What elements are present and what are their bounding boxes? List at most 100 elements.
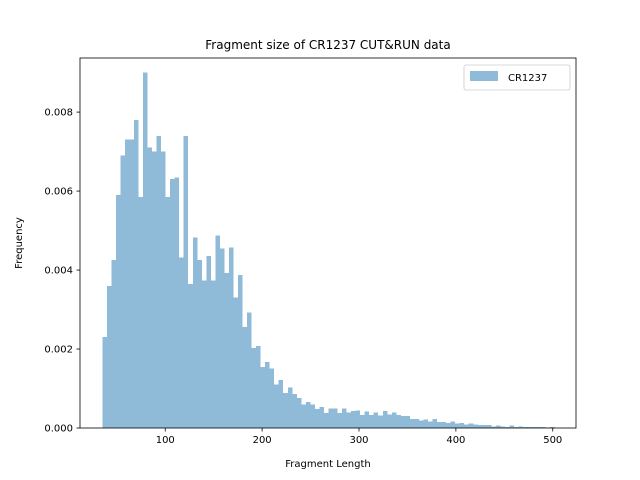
histogram-bar — [183, 135, 189, 428]
histogram-bar — [391, 412, 397, 428]
histogram-bar — [532, 426, 537, 428]
histogram-bar — [513, 426, 519, 428]
histogram-bar — [224, 273, 229, 428]
histogram-bar — [215, 235, 220, 428]
histogram-bar — [111, 260, 116, 428]
histogram-bar — [319, 407, 324, 428]
histogram-bar — [409, 418, 415, 428]
histogram-bar — [378, 415, 383, 428]
histogram-bar — [242, 326, 248, 428]
x-tick-label: 300 — [349, 435, 368, 446]
histogram-bar — [364, 411, 370, 428]
histogram-bar — [482, 425, 487, 428]
histogram-bar — [129, 139, 134, 428]
histogram-bar — [106, 285, 112, 428]
histogram-bar — [133, 119, 139, 428]
histogram-bar — [437, 422, 442, 428]
histogram-bar — [432, 418, 438, 428]
histogram-bar — [337, 412, 343, 428]
histogram-bar — [500, 426, 505, 428]
histogram-bar — [265, 362, 270, 428]
histogram-bar — [124, 139, 130, 428]
histogram-bar — [369, 414, 374, 428]
histogram-bar — [165, 196, 171, 428]
histogram-bar — [310, 404, 315, 428]
histogram-bar — [238, 275, 243, 428]
histogram-bar — [188, 283, 193, 428]
histogram-bar — [400, 415, 406, 428]
histogram-bar — [428, 421, 433, 428]
histogram-bar — [142, 72, 148, 428]
histogram-bar — [161, 151, 166, 428]
y-tick-label: 0.000 — [44, 424, 73, 435]
histogram-bar — [170, 179, 175, 428]
histogram-bar — [283, 392, 288, 428]
histogram-bar — [468, 423, 474, 428]
y-axis-ticks: 0.000 0.002 0.004 0.006 0.008 — [44, 108, 80, 435]
legend-label: CR1237 — [508, 73, 547, 84]
bar-group — [102, 72, 555, 429]
histogram-bar — [147, 147, 153, 428]
histogram-bar — [219, 248, 225, 428]
histogram-bar — [102, 337, 107, 428]
histogram-bar — [115, 195, 121, 428]
histogram-bar — [541, 426, 546, 428]
histogram-bar — [405, 415, 410, 428]
histogram-bar — [455, 423, 460, 428]
histogram-bar — [491, 426, 496, 428]
histogram-bar — [260, 367, 266, 428]
y-tick-label: 0.008 — [44, 108, 73, 119]
histogram-bar — [314, 409, 320, 428]
histogram-bar — [464, 424, 469, 428]
histogram-bar — [287, 387, 293, 428]
chart-title: Fragment size of CR1237 CUT&RUN data — [205, 38, 450, 52]
histogram-bar — [228, 247, 234, 428]
histogram-bar — [247, 312, 252, 428]
x-tick-label: 200 — [253, 435, 272, 446]
histogram-bar — [251, 347, 257, 428]
plot-frame — [79, 57, 577, 429]
histogram-bar — [328, 408, 334, 428]
histogram-bar — [197, 260, 202, 428]
histogram-bar — [342, 408, 347, 428]
histogram-bar — [423, 419, 429, 428]
x-tick-label: 400 — [446, 435, 465, 446]
histogram-bar — [523, 426, 528, 428]
histogram-bar — [274, 384, 279, 428]
x-axis-ticks: 100 200 300 400 500 — [156, 428, 562, 446]
histogram-bar — [446, 422, 451, 428]
histogram-bar — [269, 368, 275, 428]
histogram-bar — [450, 421, 456, 428]
histogram-bar — [174, 177, 180, 428]
histogram-bar — [373, 412, 379, 428]
legend: CR1237 — [463, 64, 571, 91]
histogram-bar — [414, 418, 419, 428]
histogram-bar — [201, 280, 207, 428]
histogram-bar — [305, 401, 311, 428]
histogram-bar — [138, 196, 143, 428]
histogram-bar — [477, 425, 483, 428]
histogram-bar — [296, 397, 302, 428]
histogram-bar — [233, 297, 239, 428]
y-tick-label: 0.006 — [44, 187, 73, 198]
histogram-bar — [301, 404, 306, 428]
histogram-bar — [292, 394, 297, 428]
histogram-bar — [360, 414, 365, 428]
histogram-bar — [486, 425, 492, 428]
histogram-bar — [396, 414, 401, 428]
histogram-bar — [441, 422, 447, 428]
y-axis-label: Frequency — [14, 217, 25, 269]
histogram-bar — [459, 422, 465, 428]
histogram-bar — [504, 426, 510, 428]
y-tick-label: 0.002 — [44, 345, 73, 356]
histogram-bar — [351, 411, 356, 428]
legend-swatch — [470, 71, 498, 81]
x-tick-label: 500 — [543, 435, 562, 446]
histogram-bar — [206, 256, 211, 428]
x-axis-label: Fragment Length — [285, 459, 370, 470]
histogram-bar — [278, 379, 284, 428]
histogram-bar — [256, 345, 261, 428]
x-tick-label: 100 — [156, 435, 175, 446]
histogram-bar — [323, 412, 329, 428]
